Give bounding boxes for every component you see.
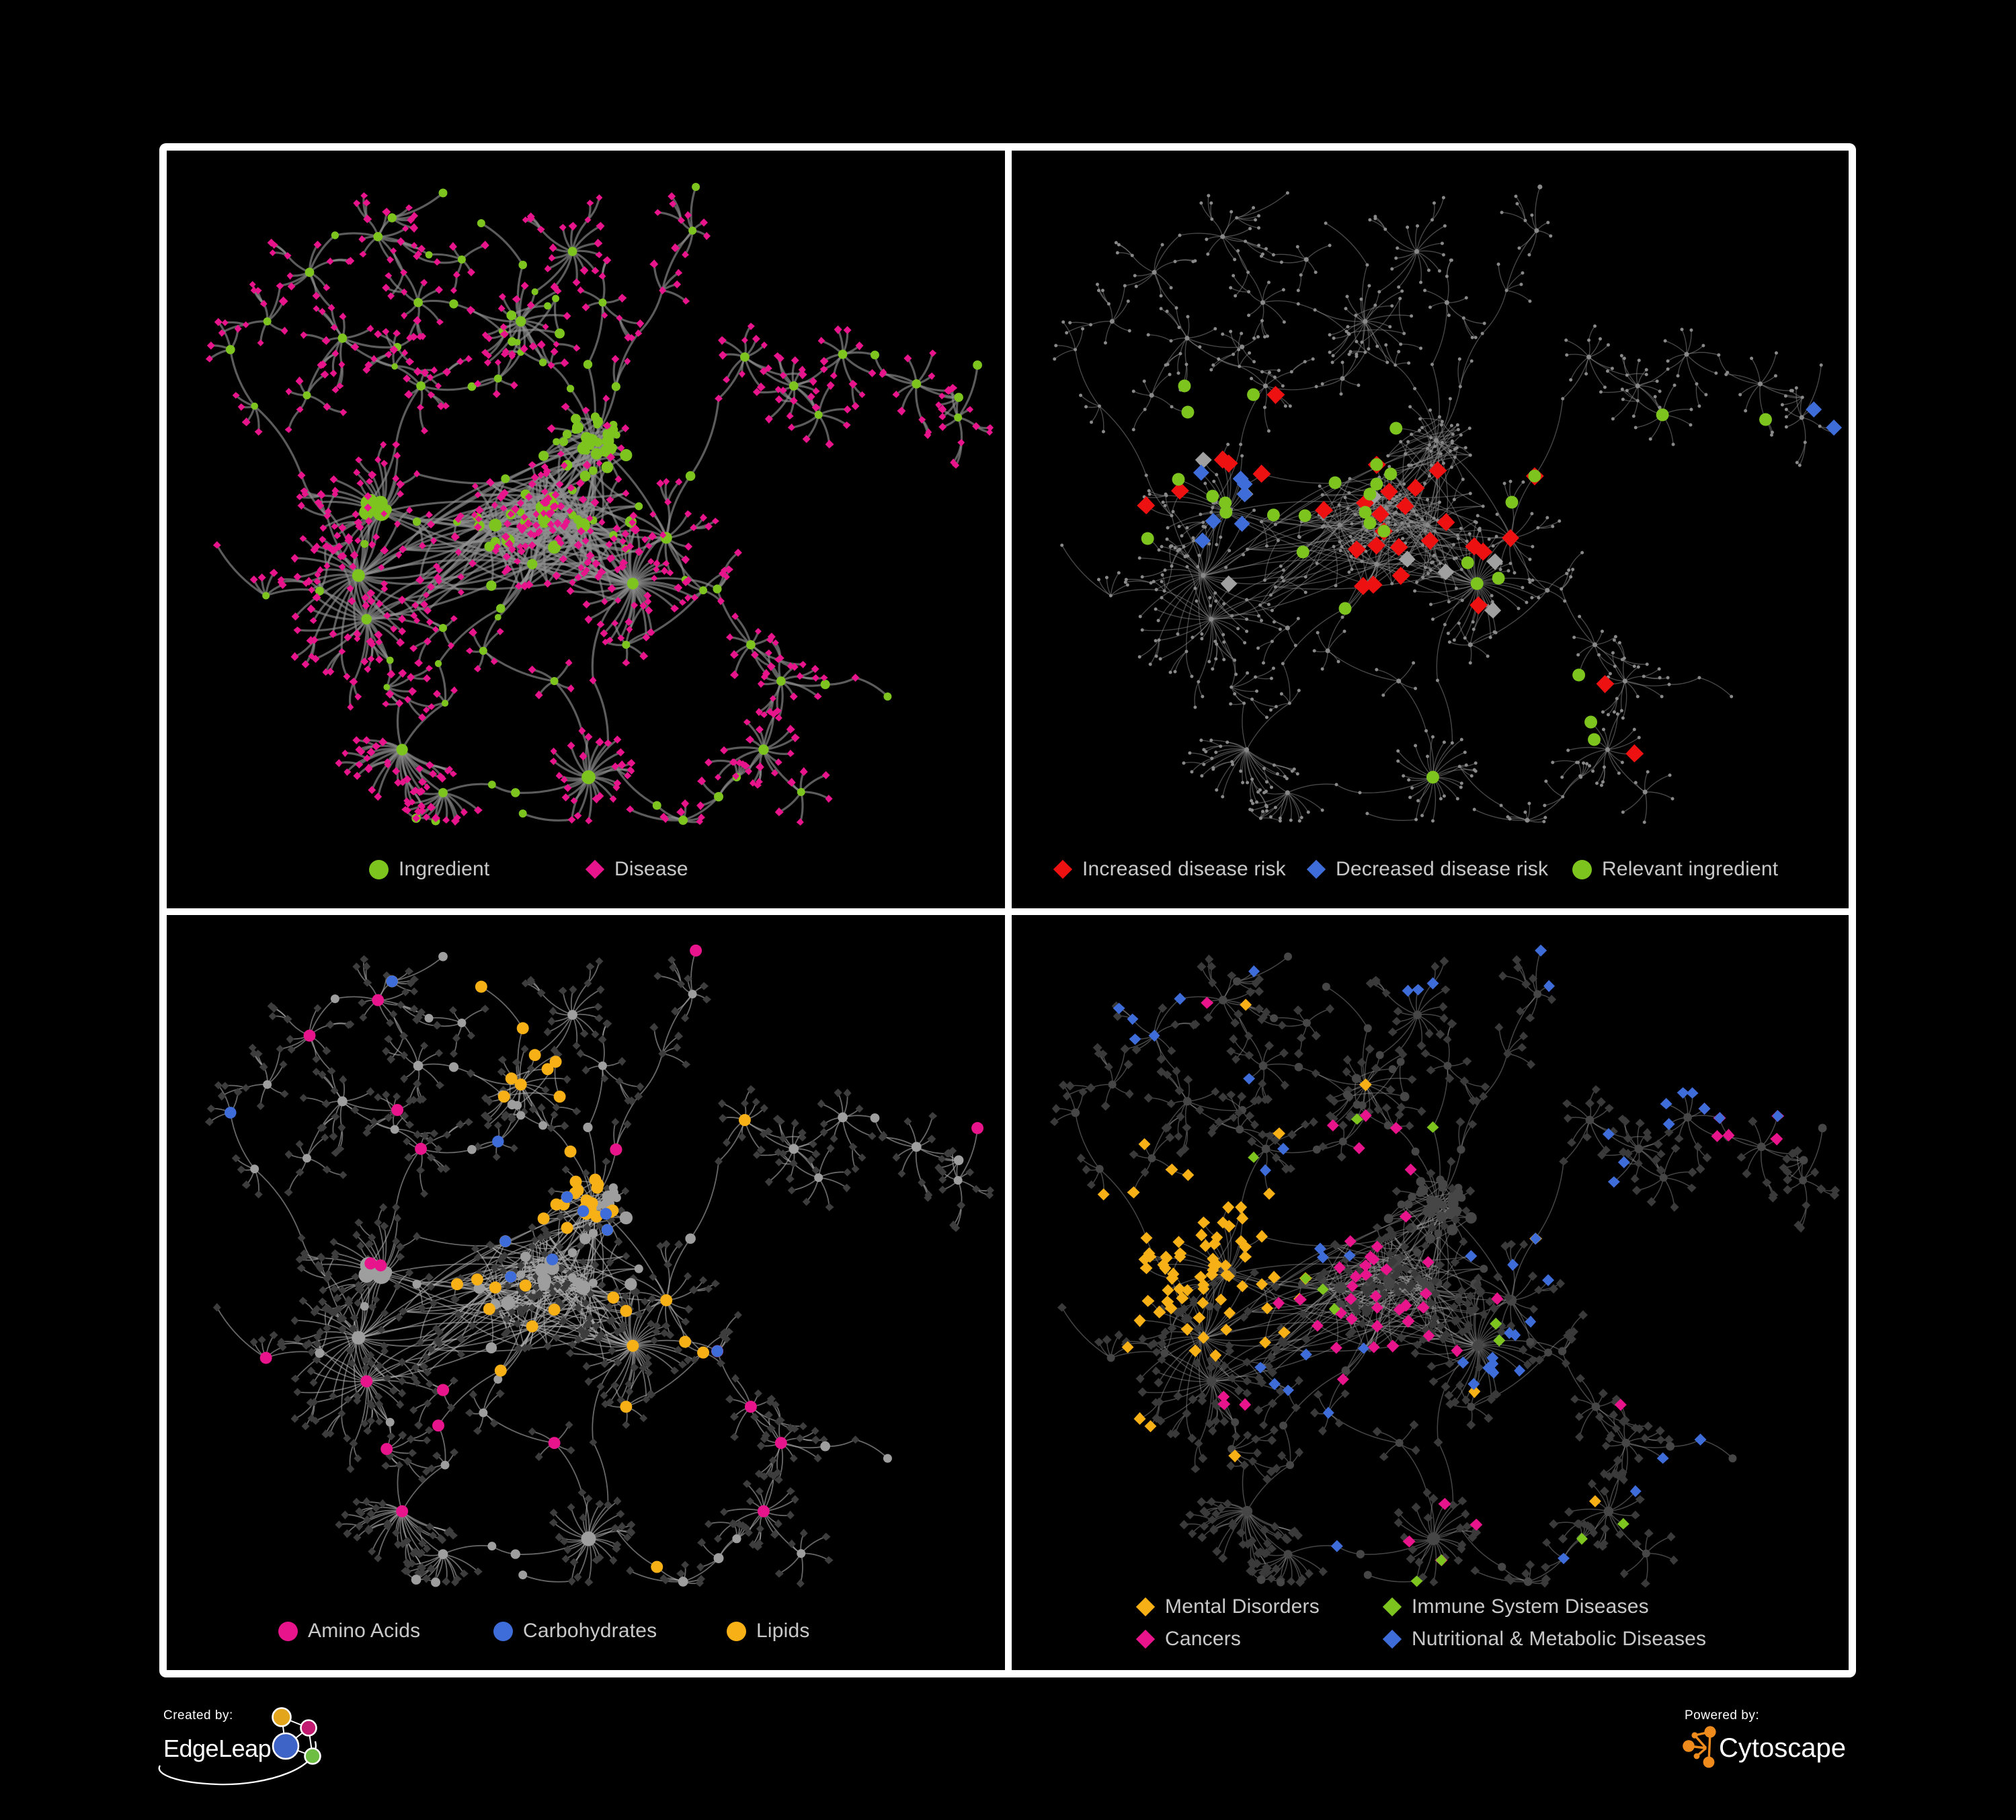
svg-text:Cytoscape: Cytoscape: [1719, 1733, 1846, 1763]
svg-text:EdgeLeap: EdgeLeap: [163, 1735, 271, 1762]
